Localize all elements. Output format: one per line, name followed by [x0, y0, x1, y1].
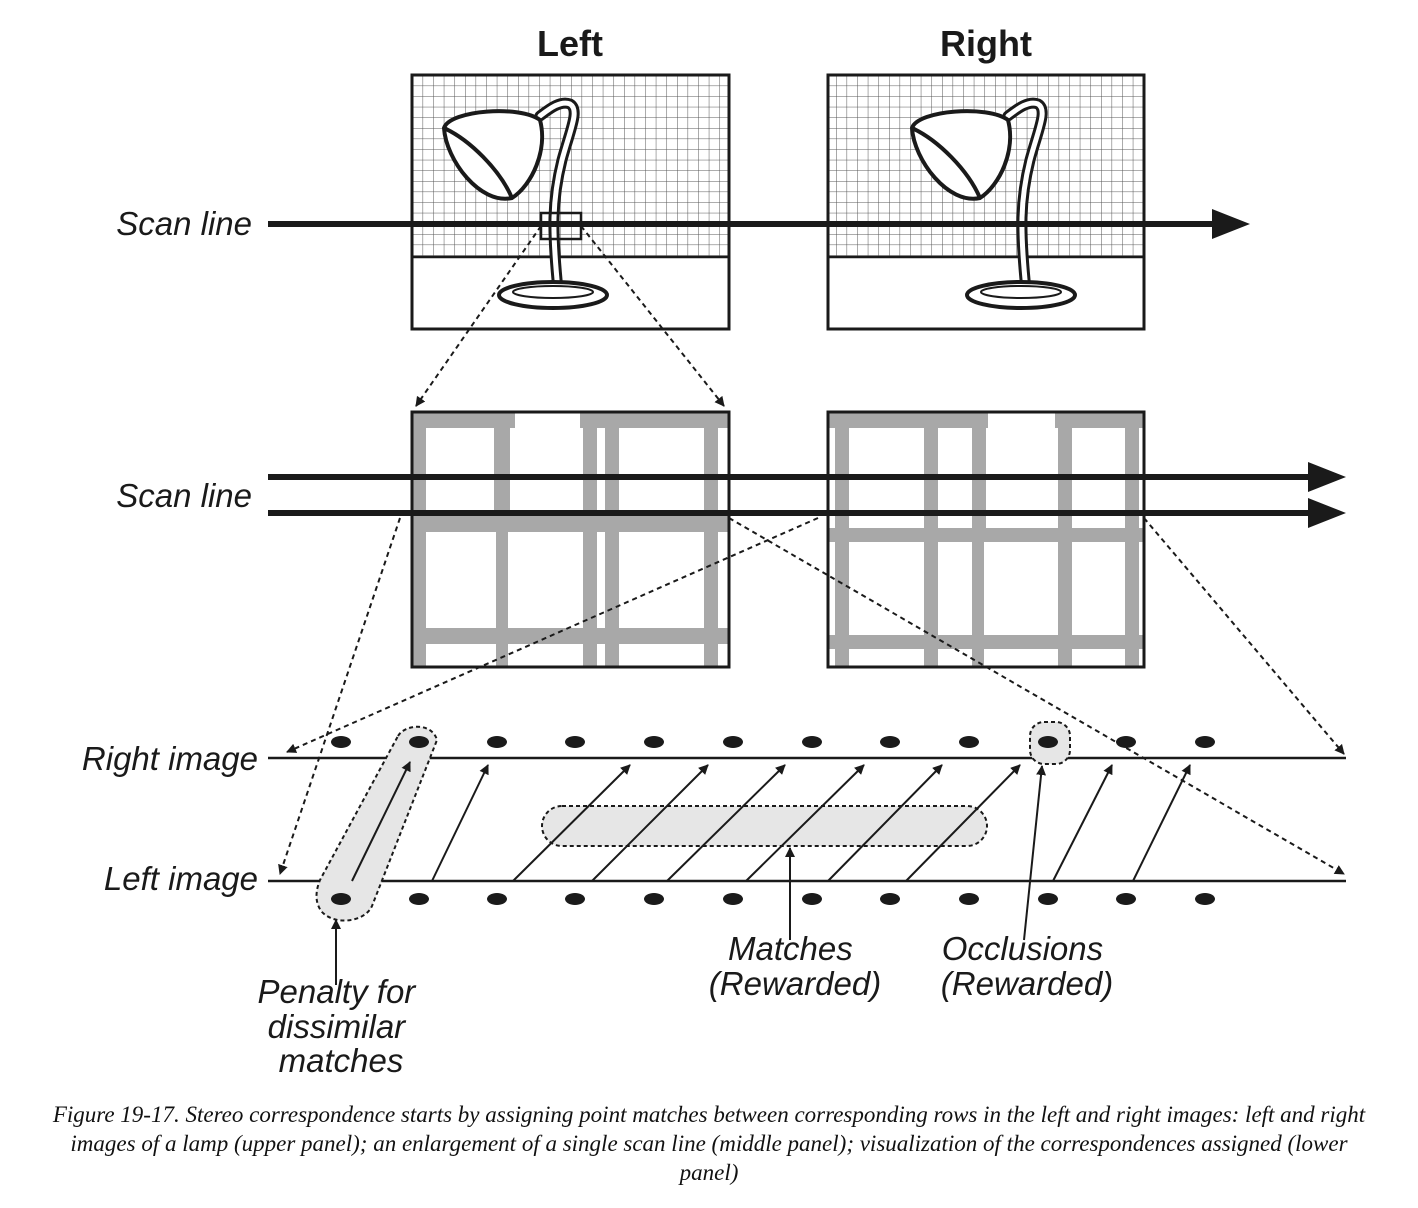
left-panel-title: Left [537, 23, 603, 64]
correspondence-arrow [591, 764, 709, 882]
matches-annotation: Matches (Rewarded) [709, 930, 881, 1002]
highlight-regions [315, 721, 1071, 922]
lamp-icon [441, 97, 609, 310]
left-image-points [331, 893, 1215, 905]
matches-line-1: Matches [728, 930, 853, 967]
right-image-point [723, 736, 743, 748]
right-image-point [802, 736, 822, 748]
right-image-point [409, 736, 429, 748]
top-scan-line-arrow [268, 209, 1250, 239]
annotation-pointers [331, 765, 1047, 985]
left-image-point [1116, 893, 1136, 905]
right-lamp-image [826, 73, 1146, 331]
left-image-point [409, 893, 429, 905]
correspondence-arrow [905, 764, 1021, 882]
correspondence-arrow [827, 764, 943, 882]
correspondence-arrow [351, 761, 411, 882]
occlusions-annotation: Occlusions (Rewarded) [941, 930, 1113, 1002]
penalty-line-1: Penalty for [258, 973, 418, 1010]
left-image-point [565, 893, 585, 905]
projection-dashed-lines [278, 517, 1345, 875]
scan-line-label-top: Scan line [116, 205, 252, 242]
left-image-point [644, 893, 664, 905]
correspondence-arrow [745, 764, 865, 882]
right-image-point [487, 736, 507, 748]
matches-line-2: (Rewarded) [709, 965, 881, 1002]
correspondence-arrow [512, 764, 631, 882]
right-panel-title: Right [940, 23, 1032, 64]
right-image-point [565, 736, 585, 748]
correspondence-arrow [1052, 764, 1113, 882]
left-image-label: Left image [104, 860, 258, 897]
correspondence-arrows [351, 761, 1191, 882]
left-lamp-image [410, 73, 731, 331]
occlusions-line-2: (Rewarded) [941, 965, 1113, 1002]
matches-highlight [541, 805, 988, 847]
left-image-point [802, 893, 822, 905]
right-image-point [644, 736, 664, 748]
scan-line-label-middle: Scan line [116, 477, 252, 514]
correspondence-arrow [431, 764, 489, 882]
penalty-line-3: matches [279, 1042, 404, 1079]
middle-scan-line-arrows [268, 462, 1346, 528]
left-image-point [487, 893, 507, 905]
penalty-line-2: dissimilar [268, 1008, 408, 1045]
lamp-icon [909, 97, 1077, 310]
right-image-point [331, 736, 351, 748]
right-image-point [880, 736, 900, 748]
right-image-points [331, 736, 1215, 748]
left-image-point [1038, 893, 1058, 905]
left-image-point [723, 893, 743, 905]
zoom-dashed-lines [415, 225, 725, 407]
figure-caption: Figure 19-17. Stereo correspondence star… [52, 1102, 1366, 1185]
right-image-point [1038, 736, 1058, 748]
penalty-highlight [315, 725, 439, 922]
left-image-point [880, 893, 900, 905]
left-image-point [959, 893, 979, 905]
correspondence-arrow [1132, 764, 1191, 882]
left-image-point [331, 893, 351, 905]
left-enlarged-panel [410, 410, 731, 669]
right-image-point [959, 736, 979, 748]
left-image-point [1195, 893, 1215, 905]
occlusions-line-1: Occlusions [942, 930, 1103, 967]
right-image-label: Right image [82, 740, 258, 777]
correspondence-arrow [666, 764, 786, 882]
penalty-annotation: Penalty for dissimilar matches [258, 973, 425, 1079]
right-enlarged-panel [826, 410, 1146, 669]
right-image-point [1195, 736, 1215, 748]
right-image-point [1116, 736, 1136, 748]
